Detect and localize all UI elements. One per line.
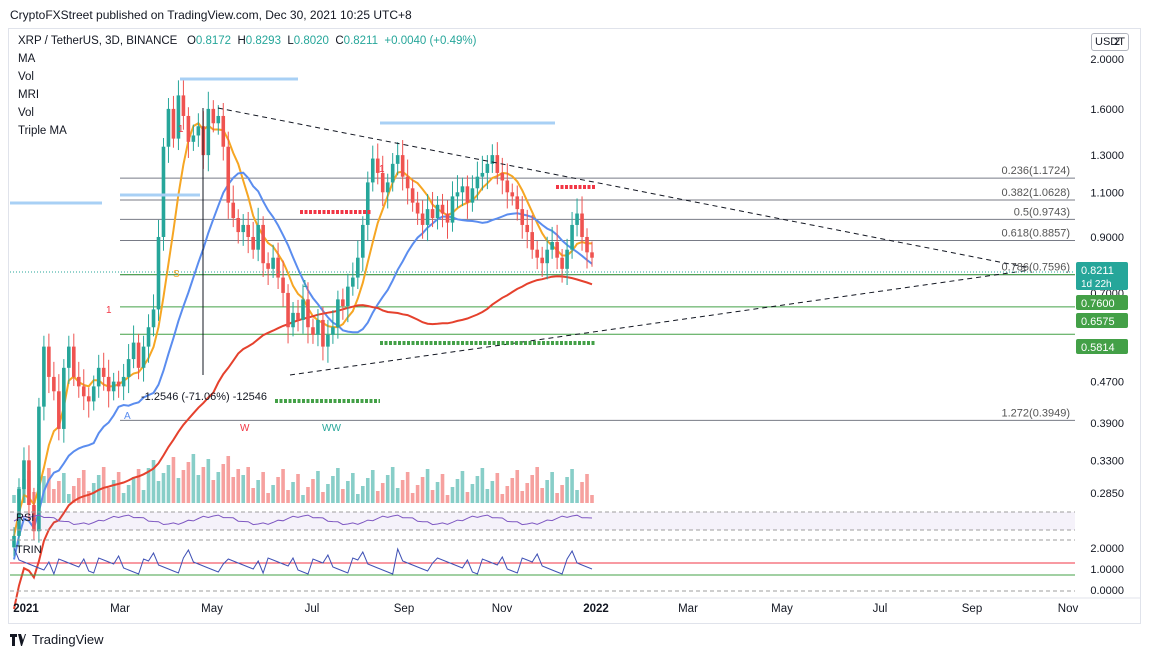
open-value: 0.8172 bbox=[195, 35, 232, 47]
tradingview-footer: TradingView bbox=[10, 632, 104, 647]
indicator-ma[interactable]: MA bbox=[18, 53, 36, 65]
high-label: H bbox=[237, 35, 246, 47]
symbol-name[interactable]: XRP / TetherUS, 3D, BINANCE bbox=[18, 35, 178, 47]
change-value: +0.0040 (+0.49%) bbox=[384, 35, 477, 47]
indicator-vol[interactable]: Vol bbox=[18, 71, 34, 83]
low-value: 0.8020 bbox=[293, 35, 329, 47]
open-label: O bbox=[186, 35, 196, 47]
close-value: 0.8211 bbox=[343, 35, 378, 47]
indicator-mri[interactable]: MRI bbox=[18, 89, 40, 101]
publisher-header: CryptoFXStreet published on TradingView.… bbox=[10, 8, 412, 22]
close-label: C bbox=[335, 35, 344, 47]
symbol-legend: XRP / TetherUS, 3D, BINANCE O0.8172 H0.8… bbox=[18, 35, 476, 47]
chart-frame bbox=[8, 28, 1141, 624]
tradingview-logo-icon bbox=[10, 633, 26, 646]
high-value: 0.8293 bbox=[245, 35, 281, 47]
indicator-vol-2[interactable]: Vol bbox=[18, 107, 34, 119]
low-label: L bbox=[287, 35, 294, 47]
indicator-triple-ma[interactable]: Triple MA bbox=[18, 125, 67, 137]
footer-brand: TradingView bbox=[32, 632, 104, 647]
currency-button[interactable]: USDT bbox=[1091, 33, 1129, 51]
